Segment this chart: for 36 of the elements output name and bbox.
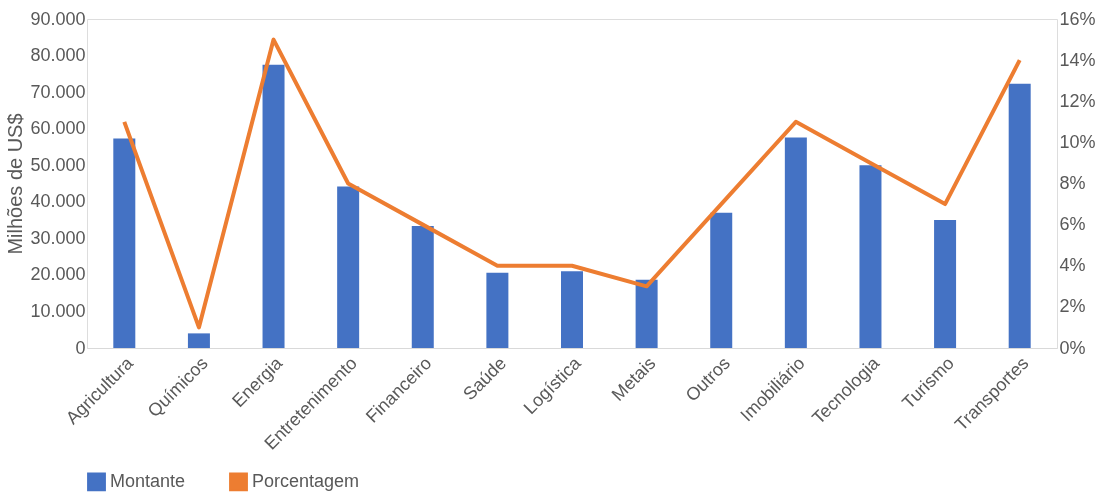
bar — [710, 212, 733, 348]
y-tick-label: 90.000 — [30, 8, 86, 29]
bar — [187, 333, 210, 348]
y2-tick-label: 14% — [1059, 49, 1096, 70]
bar — [561, 271, 583, 348]
y2-tick-label: 4% — [1059, 255, 1086, 276]
bar — [784, 137, 807, 348]
y2-tick-label: 2% — [1059, 296, 1086, 317]
y-tick-label: 20.000 — [30, 264, 86, 285]
y2-tick-label: 16% — [1059, 8, 1096, 29]
bar — [635, 279, 658, 348]
y-tick-label: 40.000 — [30, 191, 86, 212]
bar — [337, 186, 360, 348]
bar — [262, 64, 285, 348]
bar — [113, 138, 136, 348]
y-axis-title: Milhões de US$ — [4, 113, 27, 255]
bar — [486, 272, 509, 348]
y2-tick-label: 12% — [1059, 90, 1096, 111]
legend-label: Porcentagem — [252, 470, 360, 491]
y-tick-label: 30.000 — [30, 227, 86, 248]
line-series — [122, 37, 1022, 330]
bar — [859, 165, 882, 348]
y2-tick-label: 10% — [1059, 131, 1096, 152]
y-tick-label: 60.000 — [30, 118, 86, 139]
y-tick-label: 10.000 — [30, 300, 86, 321]
bar — [1008, 83, 1031, 348]
bar — [411, 225, 434, 348]
bar — [934, 220, 957, 348]
y2-tick-label: 8% — [1059, 173, 1086, 193]
y-tick-label: 70.000 — [30, 81, 86, 102]
y2-tick-label: 6% — [1059, 214, 1086, 235]
y-tick-label: 0 — [75, 337, 86, 358]
y-tick-label: 80.000 — [30, 45, 86, 66]
y2-tick-label: 0% — [1059, 337, 1086, 358]
legend-label: Montante — [110, 470, 186, 491]
y-tick-label: 50.000 — [30, 154, 86, 175]
